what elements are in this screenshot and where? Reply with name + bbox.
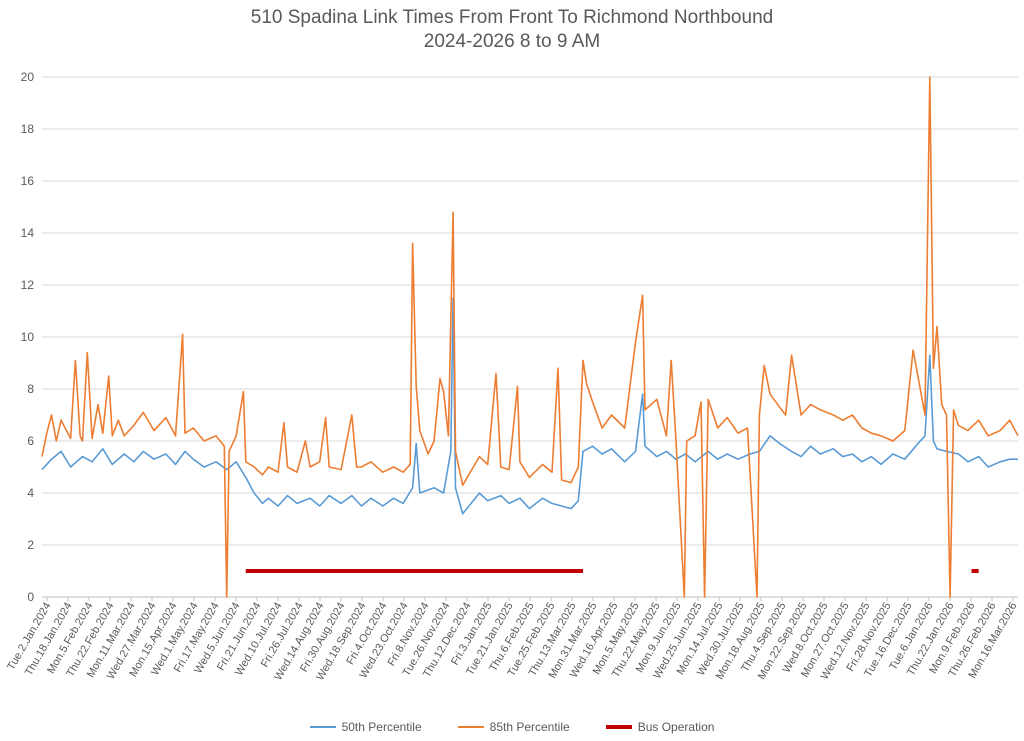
chart-title: 510 Spadina Link Times From Front To Ric… xyxy=(250,7,774,28)
legend-swatch-bus xyxy=(605,725,632,729)
y-tick-label: 18 xyxy=(21,122,35,136)
legend-item-bus: Bus Operation xyxy=(605,720,715,734)
chart-subtitle: 2024-2026 8 to 9 AM xyxy=(423,31,601,52)
series-line-0 xyxy=(41,297,1018,515)
legend: 50th Percentile 85th Percentile Bus Oper… xyxy=(0,720,1024,734)
legend-label-50th: 50th Percentile xyxy=(341,720,422,734)
grid-lines xyxy=(42,76,1018,598)
legend-label-85th: 85th Percentile xyxy=(489,720,570,734)
legend-swatch-85th xyxy=(457,726,484,728)
chart-title-block: 510 Spadina Link Times From Front To Ric… xyxy=(0,6,1024,54)
y-tick-label: 10 xyxy=(21,330,35,344)
series-lines xyxy=(41,76,1019,598)
legend-label-bus: Bus Operation xyxy=(637,720,715,734)
x-axis-ticks: Tue.2.Jan.2024Thu.18.Jan.2024Mon.5.Feb.2… xyxy=(5,597,1020,683)
y-tick-label: 16 xyxy=(21,174,35,188)
legend-item-50th: 50th Percentile xyxy=(309,720,422,734)
y-tick-label: 4 xyxy=(27,486,34,500)
legend-swatch-50th xyxy=(309,726,336,728)
y-tick-label: 6 xyxy=(27,434,34,448)
y-tick-label: 2 xyxy=(27,538,34,552)
y-axis-ticks: 0 2 4 6 8 10 12 14 16 18 20 xyxy=(21,70,35,604)
y-tick-label: 12 xyxy=(21,278,35,292)
series-line-1 xyxy=(41,76,1019,598)
y-tick-label: 14 xyxy=(21,226,35,240)
y-tick-label: 20 xyxy=(21,70,35,84)
y-tick-label: 8 xyxy=(27,382,34,396)
y-tick-label: 0 xyxy=(27,590,34,604)
legend-item-85th: 85th Percentile xyxy=(457,720,570,734)
